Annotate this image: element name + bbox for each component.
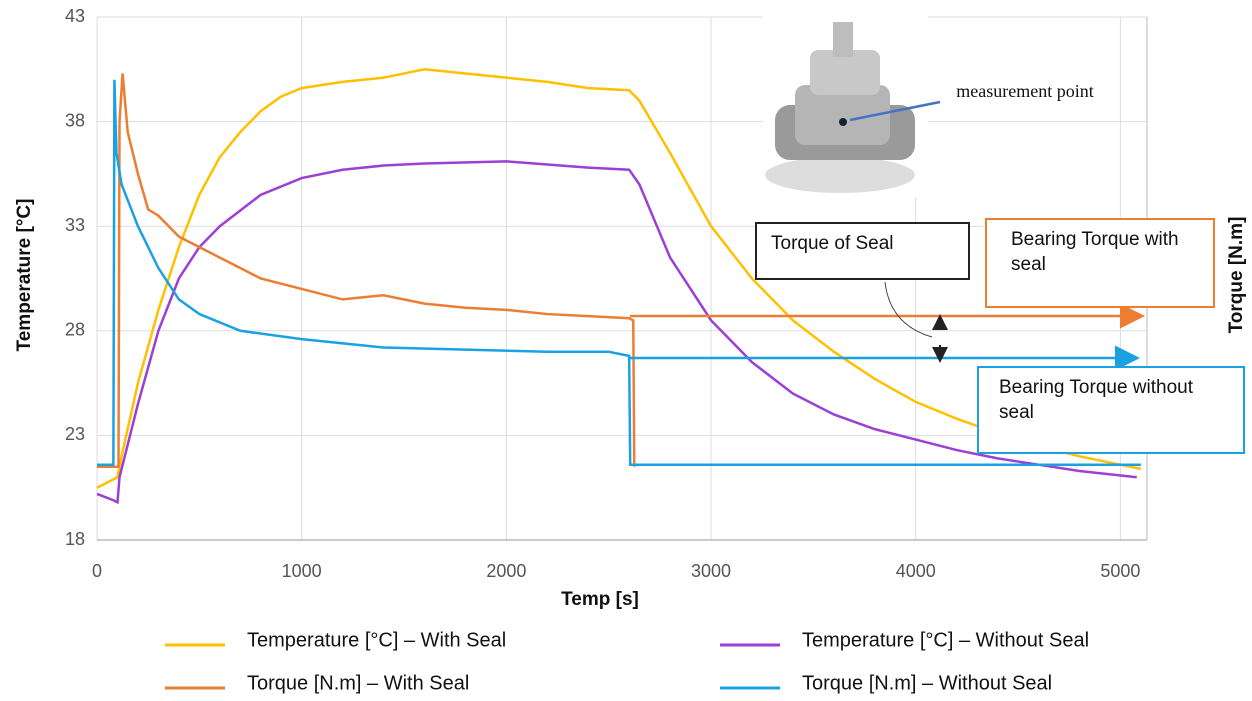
y2-axis-title: Torque [N.m] [1226, 217, 1247, 334]
series-line [97, 73, 634, 466]
y-tick-label: 43 [65, 6, 85, 26]
x-tick-label: 2000 [486, 561, 526, 581]
x-tick-label: 0 [92, 561, 102, 581]
annotation-measurement: measurement point [945, 80, 1105, 103]
y-tick-label: 38 [65, 110, 85, 130]
annotation-with-seal: Bearing Torque with seal [985, 218, 1215, 308]
y-tick-label: 28 [65, 320, 85, 340]
x-tick-label: 1000 [282, 561, 322, 581]
y-axis-title: Temperature [°C] [14, 199, 35, 352]
x-tick-label: 5000 [1100, 561, 1140, 581]
chart: 18 23 28 33 38 43 0 1000 2000 3000 4000 5000 Temp [… [0, 0, 1252, 701]
x-axis-title: Temp [s] [561, 589, 639, 610]
legend-label: Torque [N.m] – With Seal [247, 672, 469, 694]
y-tick-label: 23 [65, 424, 85, 444]
y-tick-label: 33 [65, 215, 85, 235]
annotation-without-seal: Bearing Torque without seal [977, 366, 1245, 454]
legend-label: Temperature [°C] – Without Seal [802, 629, 1089, 651]
x-tick-label: 4000 [896, 561, 936, 581]
page: 18 23 28 33 38 43 0 1000 2000 3000 4000 5000 Temp [… [0, 0, 1252, 701]
legend-label: Temperature [°C] – With Seal [247, 629, 506, 651]
hub-image [763, 12, 940, 197]
x-tick-label: 3000 [691, 561, 731, 581]
legend-label: Torque [N.m] – Without Seal [802, 672, 1052, 694]
seal-leader [885, 282, 932, 337]
annotation-seal: Torque of Seal [755, 222, 970, 280]
y-tick-label: 18 [65, 529, 85, 549]
